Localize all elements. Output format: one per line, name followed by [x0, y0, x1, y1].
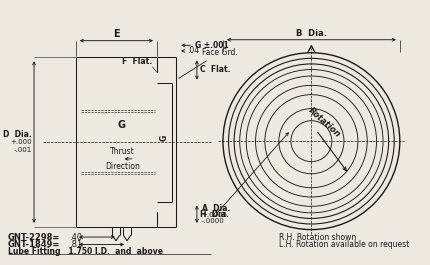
Text: G: G [160, 134, 169, 140]
Text: D  Dia.: D Dia. [3, 130, 32, 139]
Text: GNT-1849=: GNT-1849= [8, 240, 60, 249]
Text: Direction: Direction [105, 162, 140, 171]
Text: G: G [117, 120, 125, 130]
Text: .04: .04 [187, 46, 200, 55]
Text: F  Flat.: F Flat. [122, 57, 152, 66]
Text: GNT-2298=: GNT-2298= [8, 233, 60, 241]
Text: E: E [113, 29, 120, 39]
Text: +.000: +.000 [11, 139, 32, 145]
Text: +.0005: +.0005 [202, 212, 227, 218]
Text: B  Dia.: B Dia. [296, 29, 327, 38]
Text: G ±.001: G ±.001 [195, 41, 229, 50]
Text: .40: .40 [69, 233, 83, 241]
Text: L.H. Rotation available on request: L.H. Rotation available on request [279, 240, 409, 249]
Text: -.0000: -.0000 [202, 218, 224, 224]
Text: Thrust: Thrust [110, 147, 135, 156]
Text: R.H. Rotation shown: R.H. Rotation shown [279, 233, 356, 241]
Text: Rotation: Rotation [307, 106, 342, 139]
Text: Face Grd.: Face Grd. [179, 48, 238, 78]
Text: .81: .81 [69, 240, 83, 249]
Text: -.001: -.001 [14, 147, 32, 153]
Text: Lube Fitting   1.750 I.D.  and  above: Lube Fitting 1.750 I.D. and above [8, 248, 163, 257]
Text: C  Flat.: C Flat. [200, 65, 230, 74]
Text: H  Dia.: H Dia. [200, 210, 229, 219]
Text: A  Dia.: A Dia. [202, 204, 230, 213]
